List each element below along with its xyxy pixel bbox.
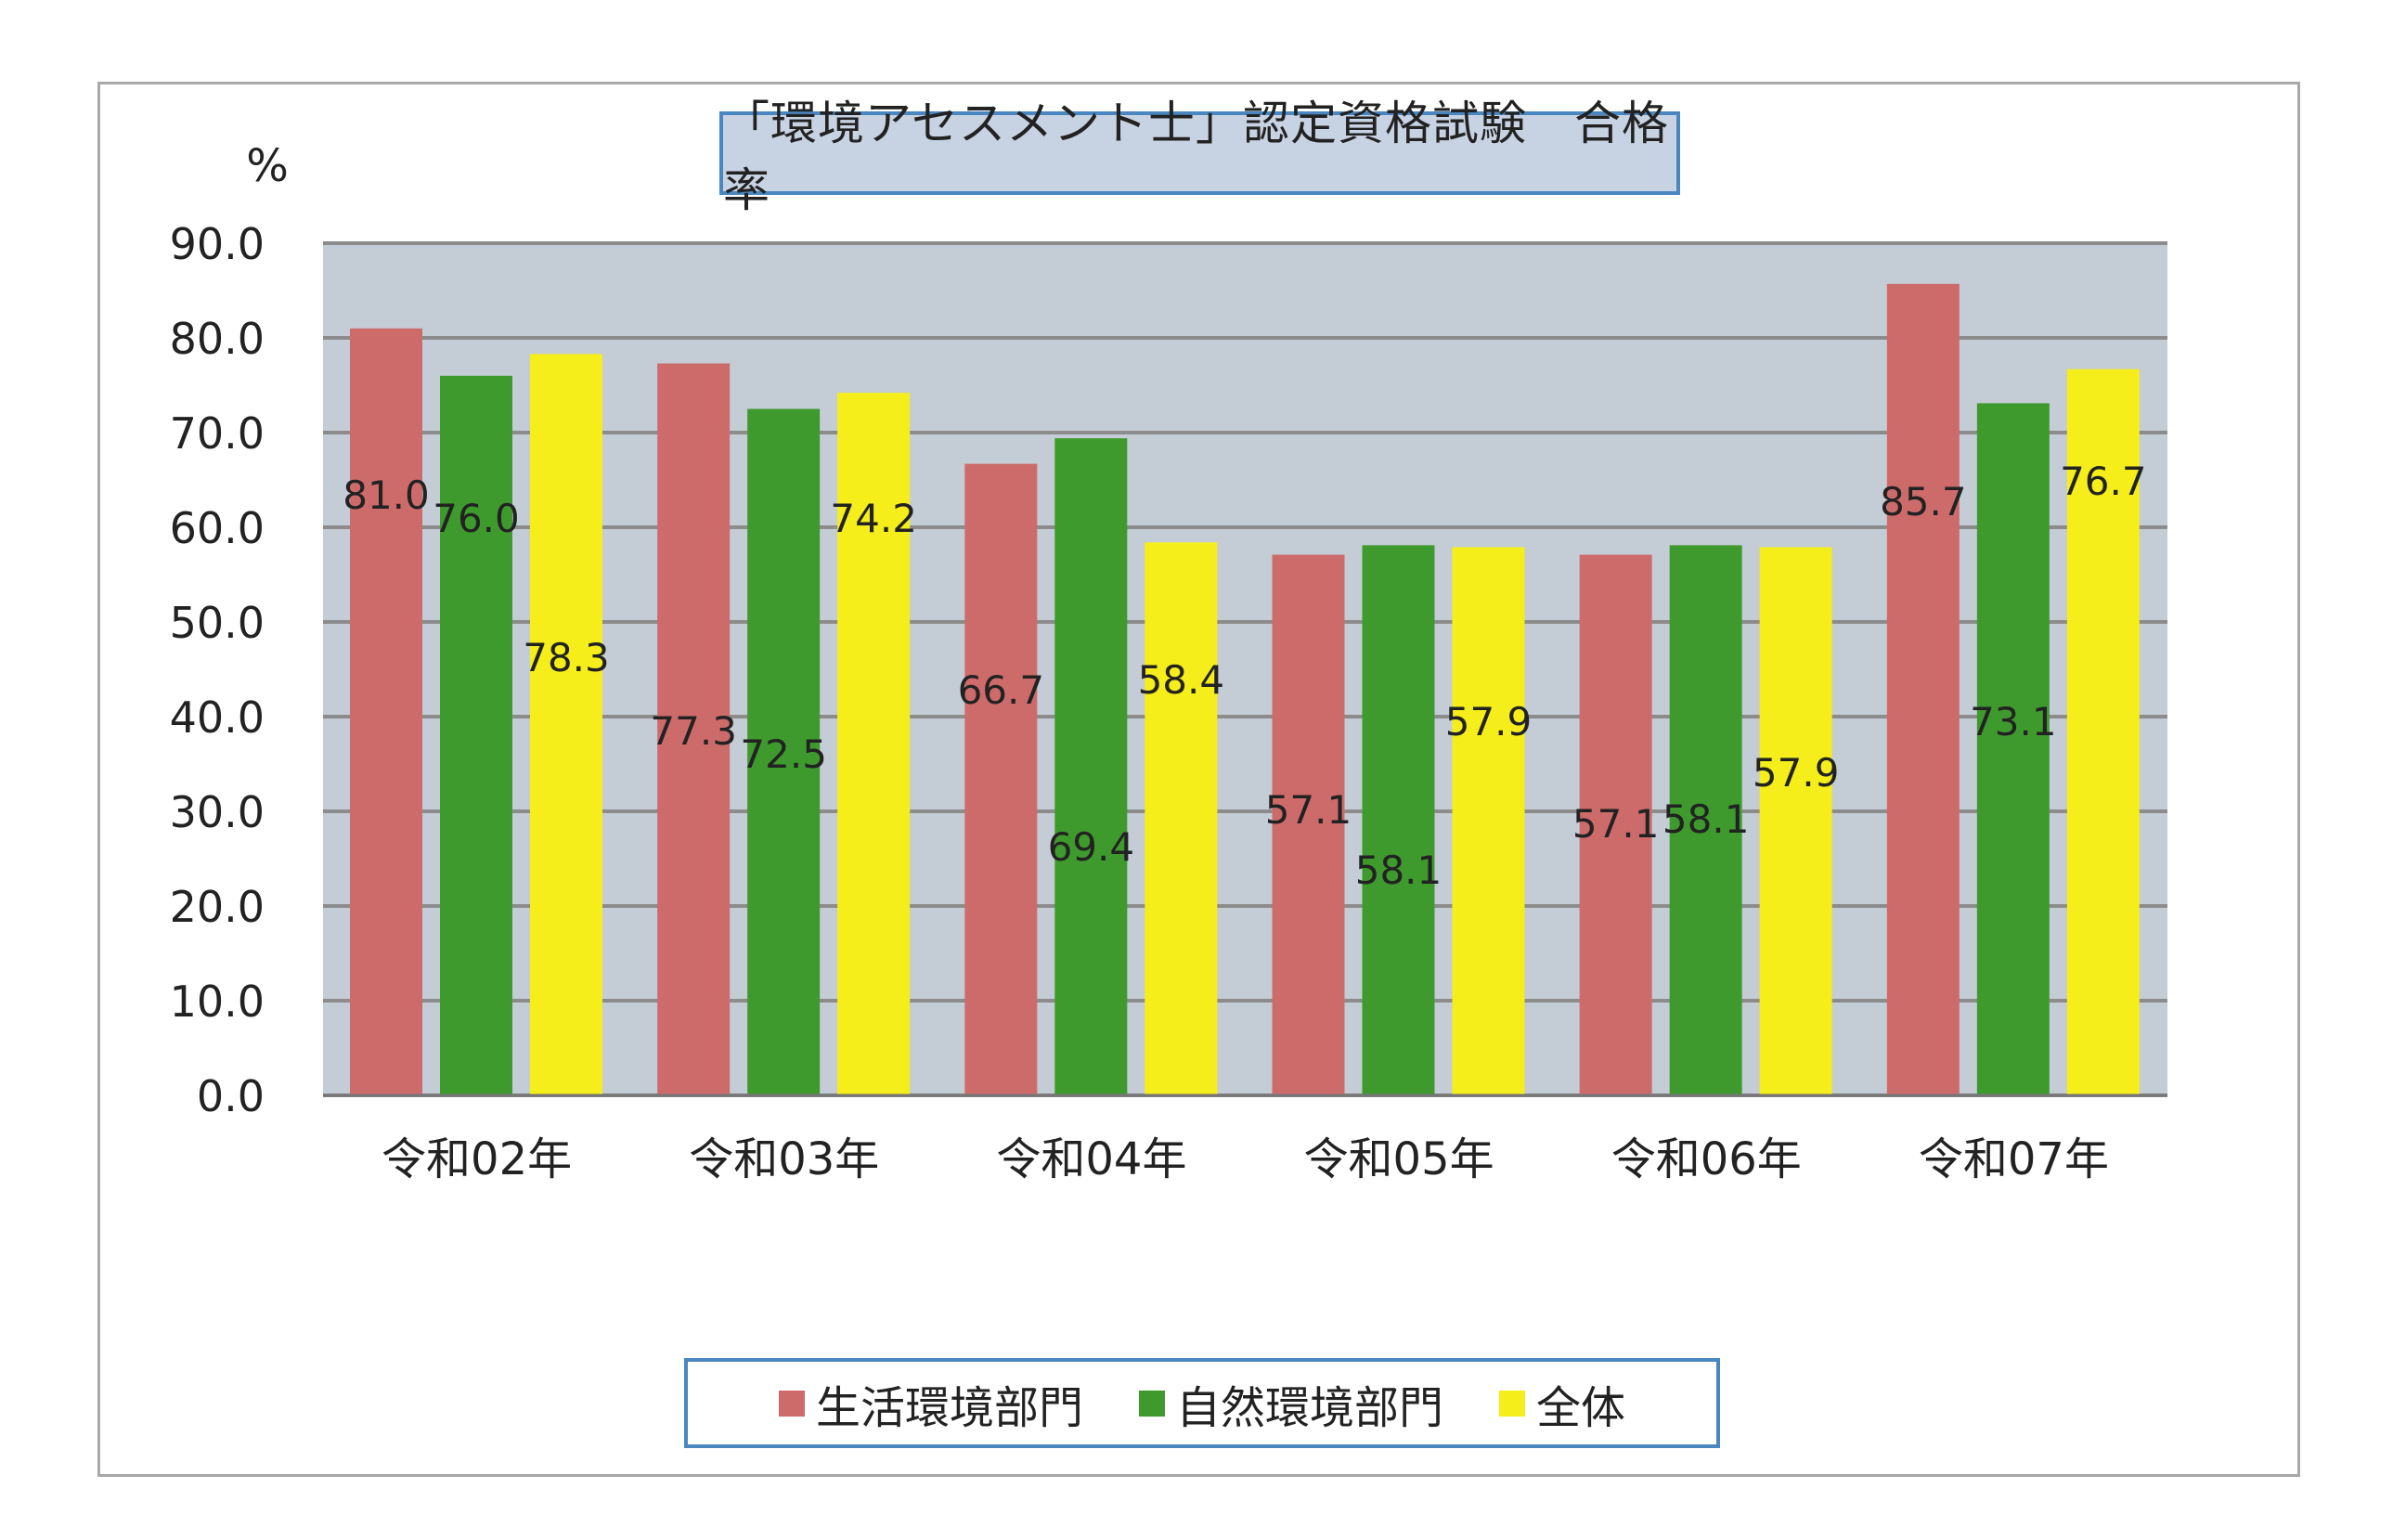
data-label: 58.1 xyxy=(1355,848,1442,893)
bar-0 xyxy=(1272,554,1345,1095)
legend-swatch xyxy=(1499,1390,1525,1417)
y-axis-label: % xyxy=(246,140,289,192)
y-tick-label: 90.0 xyxy=(170,219,265,269)
legend-item-2: 全体 xyxy=(1499,1371,1625,1436)
x-tick-label: 令和03年 xyxy=(689,1133,879,1185)
bar-1 xyxy=(1976,403,2050,1095)
data-label: 76.0 xyxy=(433,496,520,541)
legend-label: 全体 xyxy=(1536,1381,1626,1434)
chart-title: 「環境アセスメント士」認定資格試験 合格率 xyxy=(719,97,1680,217)
data-label: 73.1 xyxy=(1970,699,2057,744)
chart-legend: 生活環境部門 自然環境部門 全体 xyxy=(684,1358,1720,1448)
y-tick-label: 10.0 xyxy=(170,977,265,1027)
bar-0 xyxy=(350,328,422,1095)
bar-1 xyxy=(1362,545,1435,1095)
data-label: 58.1 xyxy=(1662,796,1750,842)
data-label: 74.2 xyxy=(830,496,917,541)
data-label: 76.7 xyxy=(2060,459,2147,504)
legend-label: 生活環境部門 xyxy=(815,1381,1083,1434)
y-tick-label: 30.0 xyxy=(170,787,265,837)
data-label: 57.9 xyxy=(1445,699,1533,744)
bar-2 xyxy=(1759,547,1832,1095)
plot-area xyxy=(323,243,2167,1095)
y-tick-label: 20.0 xyxy=(170,882,265,932)
data-label: 78.3 xyxy=(523,635,610,680)
data-label: 57.9 xyxy=(1753,750,1840,796)
bar-0 xyxy=(657,363,731,1095)
data-label: 58.4 xyxy=(1138,657,1225,703)
y-tick-label: 0.0 xyxy=(197,1071,265,1121)
x-tick-label: 令和04年 xyxy=(996,1133,1186,1185)
legend-label: 自然環境部門 xyxy=(1175,1381,1443,1434)
bar-0 xyxy=(964,463,1038,1095)
bar-0 xyxy=(1886,283,1960,1095)
bar-1 xyxy=(1054,438,1128,1095)
data-label: 81.0 xyxy=(343,472,430,518)
x-tick-label: 令和06年 xyxy=(1611,1133,1802,1185)
bar-2 xyxy=(837,393,911,1095)
bar-2 xyxy=(530,354,602,1096)
y-tick-label: 50.0 xyxy=(170,598,265,648)
legend-swatch xyxy=(1138,1390,1165,1417)
x-tick-label: 令和02年 xyxy=(382,1133,572,1185)
y-tick-label: 70.0 xyxy=(170,408,265,459)
y-tick-label: 40.0 xyxy=(170,692,265,743)
bar-1 xyxy=(747,408,821,1095)
data-label: 77.3 xyxy=(650,708,737,754)
data-label: 57.1 xyxy=(1265,787,1352,833)
bar-2 xyxy=(2066,369,2140,1095)
data-label: 72.5 xyxy=(740,731,827,777)
y-tick-label: 60.0 xyxy=(170,503,265,553)
y-tick-label: 80.0 xyxy=(170,314,265,364)
chart-frame xyxy=(97,82,2300,1477)
data-label: 69.4 xyxy=(1048,824,1135,870)
x-tick-label: 令和05年 xyxy=(1304,1133,1494,1185)
data-label: 66.7 xyxy=(958,667,1045,713)
legend-swatch xyxy=(778,1390,805,1417)
bar-1 xyxy=(1669,545,1742,1095)
legend-item-0: 生活環境部門 xyxy=(778,1371,1083,1436)
bar-2 xyxy=(1145,542,1218,1095)
x-tick-label: 令和07年 xyxy=(1919,1133,2109,1185)
data-label: 57.1 xyxy=(1572,801,1660,847)
bar-2 xyxy=(1452,547,1525,1095)
bar-1 xyxy=(440,375,512,1095)
bar-0 xyxy=(1579,554,1652,1095)
data-label: 85.7 xyxy=(1880,479,1967,524)
legend-item-1: 自然環境部門 xyxy=(1138,1371,1443,1436)
